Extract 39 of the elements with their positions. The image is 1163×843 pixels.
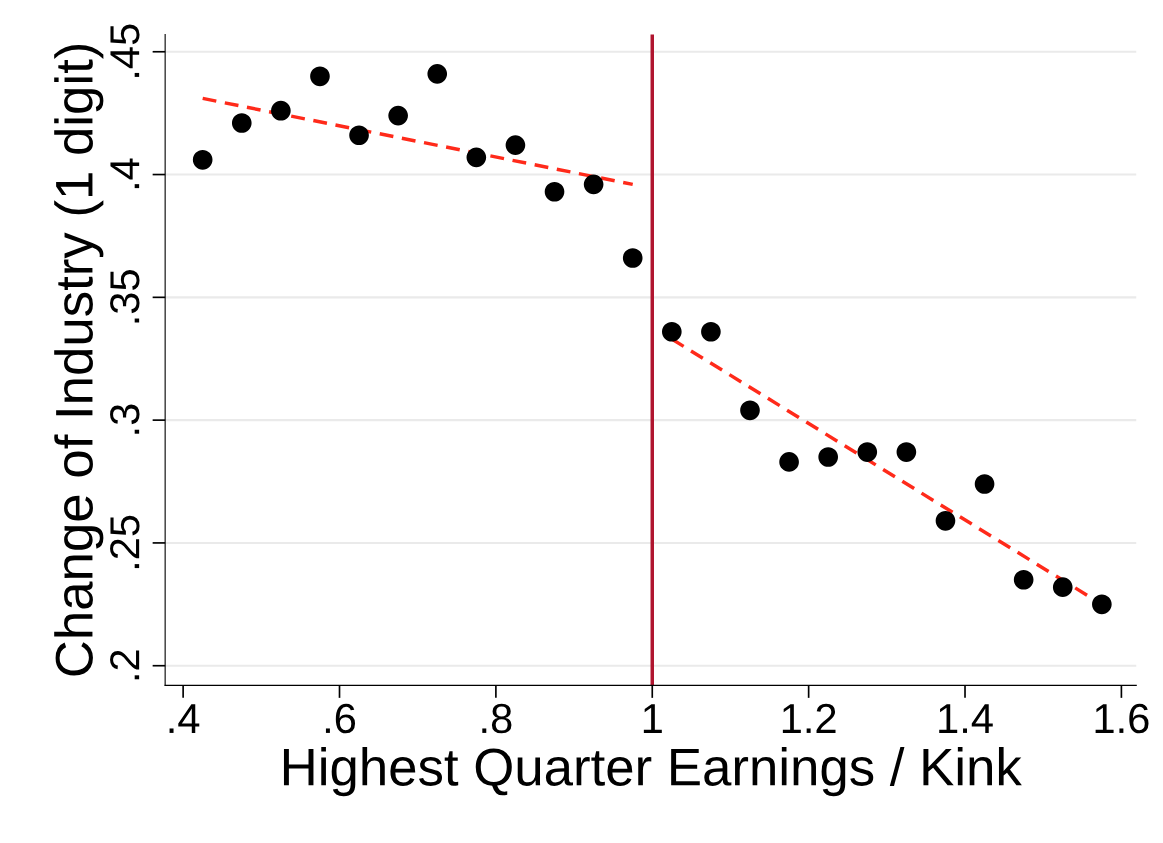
y-tick-label: .45 xyxy=(110,24,140,77)
point xyxy=(622,248,643,268)
y-tick-label: .3 xyxy=(110,404,140,434)
x-tick-label: .6 xyxy=(325,703,356,734)
point xyxy=(466,147,487,168)
point xyxy=(544,181,565,202)
point xyxy=(1013,569,1034,590)
point xyxy=(857,442,878,462)
y-tick-label: .2 xyxy=(110,650,140,680)
point xyxy=(740,400,760,421)
x-tick-label: 1.4 xyxy=(939,704,993,733)
point xyxy=(583,174,604,195)
point xyxy=(779,452,799,472)
y-tick-label: .4 xyxy=(110,158,140,189)
x-tick-label: 1.6 xyxy=(1095,703,1149,734)
point xyxy=(271,100,291,121)
x-tick-label: .8 xyxy=(482,703,512,734)
point xyxy=(231,113,252,133)
point xyxy=(427,64,448,84)
y-axis-title: Change of Industry (1 digit) xyxy=(54,44,104,676)
x-tick-label: .4 xyxy=(169,704,200,733)
point xyxy=(661,321,682,342)
y-tick-label: .35 xyxy=(110,270,140,323)
x-tick-label: 1 xyxy=(643,704,662,733)
x-tick-label: 1.2 xyxy=(782,703,836,733)
point xyxy=(310,66,330,87)
point xyxy=(935,511,956,531)
point xyxy=(974,474,995,494)
point xyxy=(818,447,839,467)
point xyxy=(192,149,213,170)
y-tick-label: .25 xyxy=(110,515,140,569)
point xyxy=(1092,594,1112,615)
x-axis-title: Highest Quarter Earnings / Kink xyxy=(283,747,1022,797)
point xyxy=(896,442,917,462)
point xyxy=(701,321,721,342)
point xyxy=(388,105,408,126)
point xyxy=(505,135,526,155)
point xyxy=(349,125,369,146)
point xyxy=(1052,577,1073,597)
